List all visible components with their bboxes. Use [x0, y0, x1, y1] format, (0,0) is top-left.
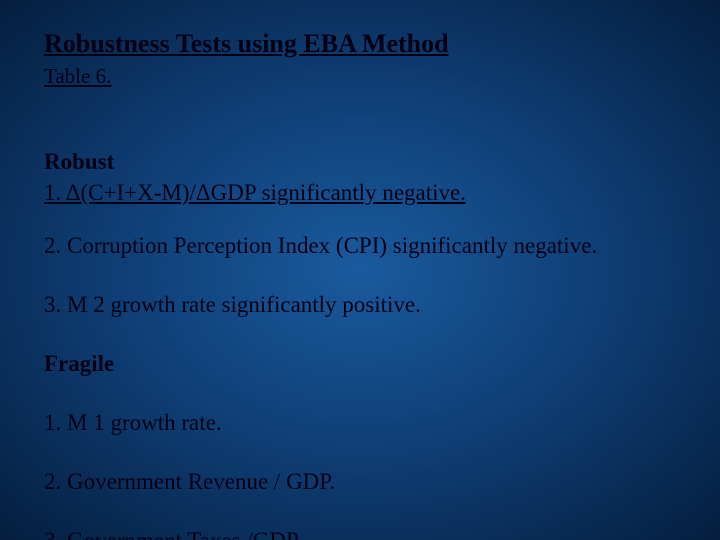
- fragile-item-2: 2. Government Revenue / GDP.: [44, 466, 676, 497]
- fragile-item-3: 3. Government Taxes /GDP.: [44, 525, 676, 540]
- robust-label: Robust: [44, 146, 676, 177]
- slide-title: Robustness Tests using EBA Method: [44, 28, 676, 61]
- robust-item-2: 2. Corruption Perception Index (CPI) sig…: [44, 230, 676, 261]
- slide: Robustness Tests using EBA Method Table …: [0, 0, 720, 540]
- slide-subtitle: Table 6.: [44, 63, 676, 89]
- fragile-item-1: 1. M 1 growth rate.: [44, 407, 676, 438]
- spacer: [44, 110, 676, 146]
- fragile-label: Fragile: [44, 348, 676, 379]
- robust-section: Robust 1. Δ(C+I+X-M)/ΔGDP significantly …: [44, 146, 676, 320]
- robust-item-1: 1. Δ(C+I+X-M)/ΔGDP significantly negativ…: [44, 177, 676, 208]
- robust-item-3: 3. M 2 growth rate significantly positiv…: [44, 289, 676, 320]
